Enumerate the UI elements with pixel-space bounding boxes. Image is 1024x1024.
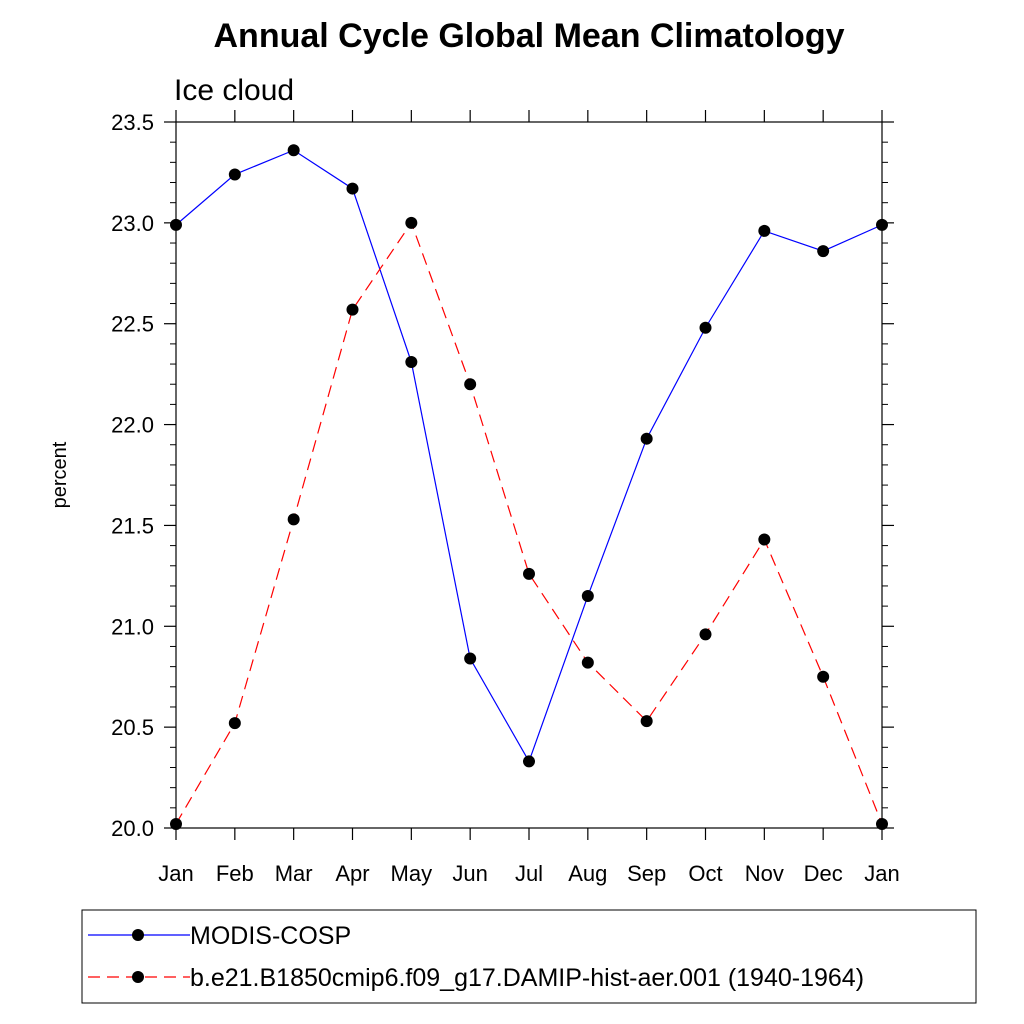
data-point-series-1 <box>346 303 359 316</box>
data-point-series-1 <box>758 533 771 546</box>
plot-frame <box>175 121 883 829</box>
legend-label-model: b.e21.B1850cmip6.f09_g17.DAMIP-hist-aer.… <box>190 964 864 992</box>
data-point-series-1 <box>228 717 241 730</box>
x-tick-label: Jul <box>515 861 543 886</box>
series-line-1 <box>175 221 883 825</box>
x-tick-label: Sep <box>627 861 666 886</box>
legend-label-modis: MODIS-COSP <box>190 922 351 950</box>
legend-marker-modis <box>132 929 144 941</box>
data-point-series-0 <box>758 224 771 237</box>
data-point-series-0 <box>699 321 712 334</box>
data-point-series-0 <box>464 652 477 665</box>
x-tick-label: Jan <box>158 861 193 886</box>
data-point-series-1 <box>287 513 300 526</box>
data-point-series-1 <box>464 378 477 391</box>
data-point-series-0 <box>876 218 888 231</box>
x-tick-label: Aug <box>568 861 607 886</box>
y-tick-label: 20.0 <box>111 816 154 841</box>
y-tick-label: 22.5 <box>111 312 154 337</box>
data-point-series-1 <box>523 567 535 580</box>
data-point-series-0 <box>170 218 182 231</box>
data-point-series-0 <box>287 144 300 157</box>
series-line-0 <box>175 149 883 763</box>
y-tick-label: 20.5 <box>111 715 154 740</box>
data-point-series-1 <box>405 216 418 229</box>
legend-box <box>81 909 977 1004</box>
data-point-series-0 <box>640 432 653 445</box>
x-tick-label: Jun <box>452 861 487 886</box>
data-point-series-1 <box>699 628 712 641</box>
x-tick-label: Mar <box>275 861 313 886</box>
x-tick-label: Jan <box>864 861 899 886</box>
data-point-series-1 <box>876 817 888 830</box>
data-point-series-1 <box>817 670 830 683</box>
y-tick-label: 22.0 <box>111 413 154 438</box>
y-tick-label: 21.0 <box>111 614 154 639</box>
data-point-series-0 <box>228 168 241 181</box>
data-point-series-0 <box>346 182 359 195</box>
x-tick-label: Nov <box>745 861 784 886</box>
axis-ticks: 20.0 20.5 21.0 21.5 22.0 22.5 23.0 23.5 Jan Feb Ma… <box>111 110 900 886</box>
legend-marker-model <box>132 971 144 983</box>
y-tick-label: 23.0 <box>111 211 154 236</box>
x-tick-label: Dec <box>804 861 843 886</box>
data-point-series-1 <box>170 817 182 830</box>
x-tick-label: Feb <box>216 861 254 886</box>
data-point-series-0 <box>581 590 594 603</box>
y-tick-label: 23.5 <box>111 110 154 135</box>
data-point-series-0 <box>817 245 830 258</box>
data-point-series-0 <box>523 755 535 768</box>
legend: MODIS-COSP b.e21.B1850cmip6.f09_g17.DAMI… <box>81 909 977 1004</box>
x-tick-label: May <box>391 861 433 886</box>
chart-subtitle: Ice cloud <box>174 74 294 107</box>
data-point-series-1 <box>581 656 594 669</box>
y-tick-label: 21.5 <box>111 513 154 538</box>
data-point-series-0 <box>405 356 418 369</box>
x-tick-label: Oct <box>688 861 722 886</box>
series-layer <box>170 144 888 830</box>
x-tick-label: Apr <box>335 861 369 886</box>
y-axis-label: percent <box>49 441 71 508</box>
data-point-series-1 <box>640 715 653 728</box>
chart-title: Annual Cycle Global Mean Climatology <box>214 17 845 55</box>
